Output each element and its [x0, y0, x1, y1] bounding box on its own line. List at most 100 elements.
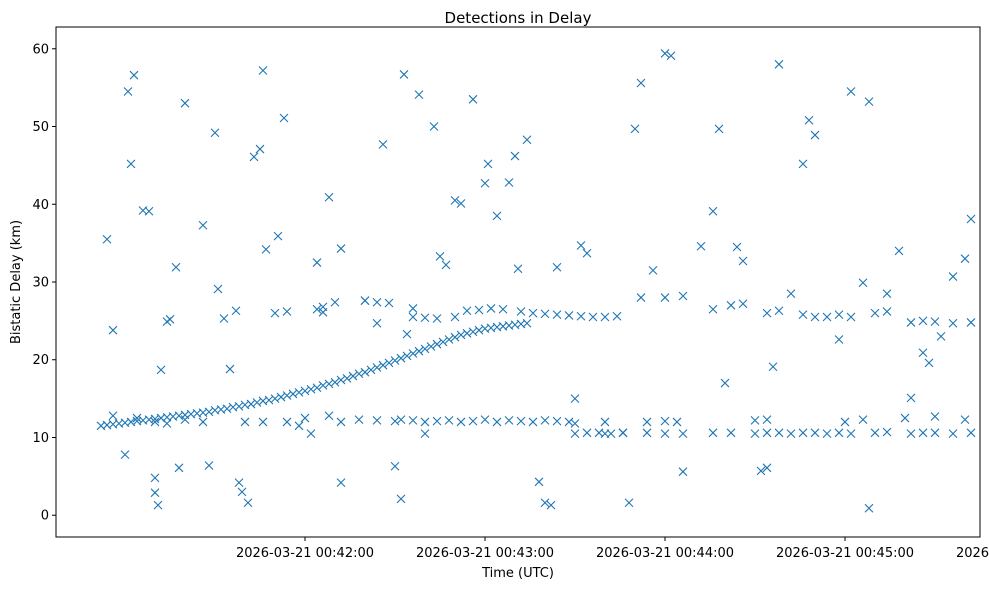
data-point — [798, 310, 808, 320]
data-point — [225, 364, 235, 374]
data-point — [786, 289, 796, 299]
data-point — [264, 395, 274, 405]
data-point — [162, 419, 172, 428]
data-point — [834, 310, 844, 320]
data-point — [624, 498, 634, 508]
data-point — [636, 293, 646, 302]
data-point — [672, 417, 682, 427]
data-point — [858, 278, 868, 288]
data-point — [513, 264, 523, 274]
data-point — [360, 296, 370, 306]
data-point — [504, 415, 514, 425]
data-point — [444, 415, 454, 425]
data-point — [282, 307, 292, 316]
data-point — [270, 308, 280, 318]
data-point — [798, 428, 808, 438]
data-point — [441, 260, 451, 270]
data-point — [420, 313, 430, 323]
data-point — [612, 311, 622, 321]
data-point — [282, 417, 292, 427]
data-point — [372, 363, 382, 372]
data-point — [582, 428, 592, 438]
data-point — [408, 312, 418, 322]
data-point — [444, 335, 454, 344]
data-point — [660, 49, 670, 58]
data-point — [336, 417, 346, 427]
data-point — [708, 304, 718, 314]
x-tick-label: 2026-03-21 00:43:00 — [416, 546, 554, 561]
data-point — [300, 413, 310, 423]
data-point — [588, 312, 598, 322]
data-point — [492, 417, 502, 427]
data-point — [882, 289, 892, 299]
data-point — [396, 494, 406, 504]
data-point — [372, 318, 382, 328]
data-point — [432, 314, 442, 323]
data-point — [378, 140, 388, 149]
data-point — [204, 461, 214, 470]
series-clutter — [102, 49, 976, 513]
data-point — [636, 78, 646, 88]
data-point — [324, 411, 334, 421]
y-tick-label: 20 — [32, 353, 49, 368]
data-point — [720, 378, 730, 388]
data-point — [234, 478, 244, 487]
data-point — [171, 262, 181, 272]
data-point — [768, 362, 778, 372]
data-point — [570, 419, 580, 428]
x-axis-label: Time (UTC) — [481, 566, 554, 581]
data-point — [414, 90, 424, 100]
data-point — [150, 473, 160, 483]
data-point — [384, 298, 394, 308]
data-point — [273, 231, 283, 241]
data-point — [936, 332, 946, 341]
data-point — [864, 97, 874, 107]
data-point — [894, 246, 904, 256]
data-point — [660, 429, 670, 438]
data-point — [774, 428, 784, 438]
data-point — [240, 417, 250, 427]
data-point — [966, 428, 976, 438]
data-point — [762, 463, 772, 473]
data-point — [456, 330, 466, 340]
data-point — [882, 307, 892, 316]
data-point — [324, 192, 334, 202]
data-point — [870, 308, 880, 318]
y-axis: 0 10 20 30 40 50 60 — [32, 42, 56, 524]
data-point — [846, 87, 856, 96]
data-point — [408, 415, 418, 425]
data-point — [906, 393, 916, 403]
data-point — [810, 428, 820, 438]
data-point — [726, 428, 736, 438]
data-point — [918, 428, 928, 438]
y-tick-label: 40 — [32, 198, 49, 213]
data-point — [516, 416, 526, 426]
data-point — [882, 427, 892, 437]
data-point — [738, 299, 748, 309]
data-point — [276, 392, 286, 402]
data-point — [456, 417, 466, 427]
data-point — [420, 344, 430, 354]
data-point — [726, 300, 736, 310]
data-point — [618, 428, 628, 438]
data-point — [600, 312, 610, 322]
data-point — [390, 416, 400, 426]
data-point — [354, 369, 364, 379]
data-point — [678, 291, 688, 301]
data-point — [174, 463, 184, 473]
data-point — [678, 467, 688, 477]
data-point — [450, 195, 460, 205]
data-point — [468, 94, 478, 104]
data-point — [462, 328, 472, 338]
data-point — [483, 159, 493, 169]
data-point — [966, 318, 976, 327]
data-point — [213, 284, 223, 294]
data-point — [600, 417, 610, 427]
data-point — [564, 417, 574, 427]
data-point — [237, 487, 247, 497]
data-point — [468, 416, 478, 426]
data-point — [282, 391, 292, 400]
data-point — [414, 346, 424, 356]
data-point — [408, 349, 418, 358]
data-point — [420, 429, 430, 438]
